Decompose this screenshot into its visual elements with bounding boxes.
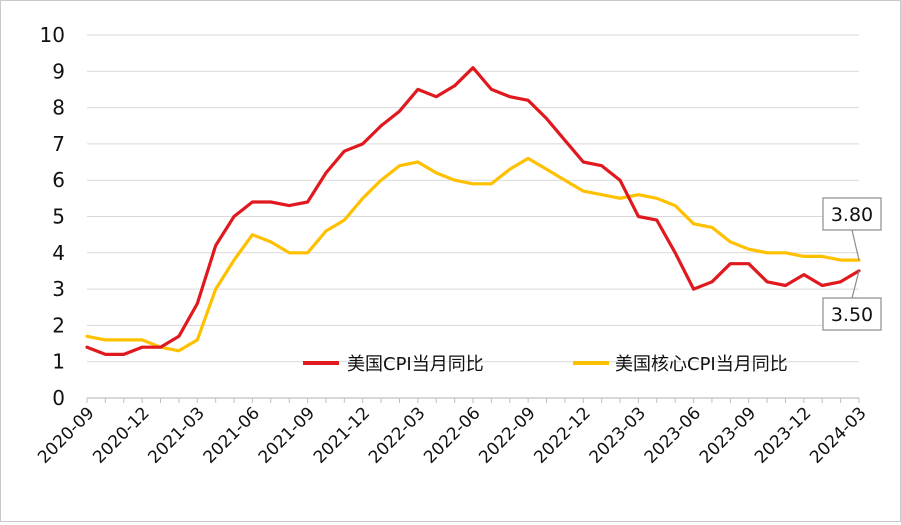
y-tick-label: 10 <box>40 23 65 47</box>
x-tick-label: 2021-12 <box>310 403 374 467</box>
y-tick-label: 9 <box>52 59 65 83</box>
y-tick-label: 3 <box>52 277 65 301</box>
y-axis-ticks: 0 1 2 3 4 5 6 7 8 9 10 <box>40 23 65 410</box>
x-tick-label: 2024-03 <box>806 403 870 467</box>
y-tick-label: 0 <box>52 386 65 410</box>
y-tick-label: 4 <box>52 241 65 265</box>
x-tick-label: 2023-03 <box>586 403 650 467</box>
x-tick-label: 2022-06 <box>420 403 484 467</box>
x-tick-label: 2020-12 <box>89 403 153 467</box>
callout-leader <box>851 229 860 261</box>
legend-label-1: 美国核心CPI当月同比 <box>615 354 788 375</box>
x-axis: 2020-092020-122021-032021-062021-092021-… <box>34 397 871 468</box>
x-tick-label: 2022-09 <box>475 403 539 467</box>
x-tick-label: 2021-03 <box>144 403 208 467</box>
legend: 美国CPI当月同比 美国核心CPI当月同比 <box>303 354 788 375</box>
callout-box <box>822 297 882 331</box>
series-line-0 <box>85 66 861 356</box>
y-tick-label: 7 <box>52 132 65 156</box>
x-tick-label: 2023-09 <box>696 403 760 467</box>
callout-leader <box>851 270 860 299</box>
legend-label-0: 美国CPI当月同比 <box>347 354 484 375</box>
x-tick-label: 2020-09 <box>34 403 98 467</box>
gridlines <box>87 34 859 363</box>
y-tick-label: 5 <box>52 205 65 229</box>
callout-box <box>822 197 882 231</box>
x-tick-label: 2022-03 <box>365 403 429 467</box>
callout-label: 3.50 <box>831 304 873 326</box>
x-tick-label: 2022-12 <box>530 403 594 467</box>
callout-label: 3.80 <box>831 204 873 226</box>
y-tick-label: 8 <box>52 96 65 120</box>
y-tick-label: 2 <box>52 313 65 337</box>
x-tick-label: 2021-09 <box>255 403 319 467</box>
x-tick-label: 2023-06 <box>641 403 705 467</box>
value-callouts: 3.80 3.50 <box>822 197 882 331</box>
y-tick-label: 6 <box>52 168 65 192</box>
x-tick-label: 2023-12 <box>751 403 815 467</box>
series-line-1 <box>85 156 861 353</box>
series-lines <box>85 66 861 356</box>
x-tick-label: 2021-06 <box>200 403 264 467</box>
y-tick-label: 1 <box>52 350 65 374</box>
